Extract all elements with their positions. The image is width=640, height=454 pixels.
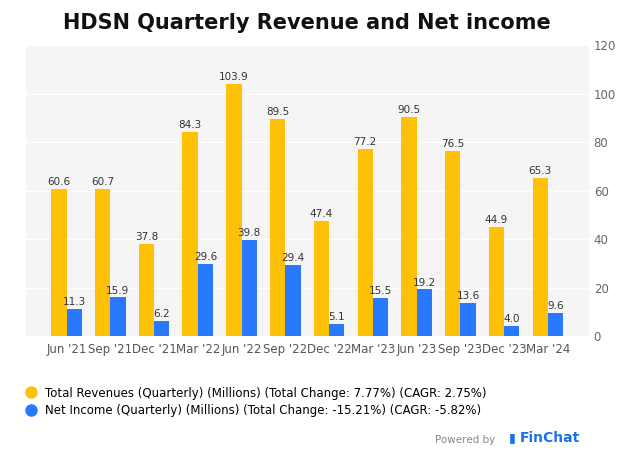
Bar [270,119,285,336]
Bar [314,221,329,336]
Text: 29.4: 29.4 [282,253,305,263]
Text: 15.9: 15.9 [106,286,129,296]
Bar [154,321,170,336]
Bar [241,240,257,336]
Bar [110,297,125,336]
Bar [182,132,198,336]
Text: 39.8: 39.8 [237,227,261,237]
Text: 9.6: 9.6 [547,301,564,311]
Bar [139,244,154,336]
Legend: Total Revenues (Quarterly) (Millions) (Total Change: 7.77%) (CAGR: 2.75%), Net I: Total Revenues (Quarterly) (Millions) (T… [26,386,486,417]
Text: 84.3: 84.3 [179,120,202,130]
Text: 5.1: 5.1 [328,312,345,322]
Text: 60.7: 60.7 [91,177,114,187]
Bar [227,84,241,336]
Text: 90.5: 90.5 [397,105,420,115]
Text: 6.2: 6.2 [154,309,170,319]
Text: 77.2: 77.2 [353,137,377,147]
Text: 103.9: 103.9 [219,73,249,83]
Bar [489,227,504,336]
Bar [51,189,67,336]
Text: 19.2: 19.2 [413,277,436,287]
Bar [417,290,432,336]
Bar [445,151,460,336]
Text: 11.3: 11.3 [63,296,86,306]
Bar [329,324,344,336]
Text: 47.4: 47.4 [310,209,333,219]
Bar [373,298,388,336]
Bar [460,303,476,336]
Bar [548,313,563,336]
Bar [67,309,82,336]
Text: 60.6: 60.6 [47,178,70,188]
Text: 37.8: 37.8 [135,232,158,242]
Bar [95,189,110,336]
Bar [401,117,417,336]
Text: 15.5: 15.5 [369,286,392,296]
Text: 4.0: 4.0 [504,314,520,324]
Bar [358,149,373,336]
Text: 44.9: 44.9 [485,215,508,225]
Text: 76.5: 76.5 [441,139,465,149]
Text: Powered by: Powered by [435,435,495,445]
Bar [285,265,301,336]
Bar [532,178,548,336]
Bar [504,326,520,336]
Text: ▮: ▮ [509,431,516,444]
Text: FinChat: FinChat [520,431,580,445]
Text: 29.6: 29.6 [194,252,217,262]
Title: HDSN Quarterly Revenue and Net income: HDSN Quarterly Revenue and Net income [63,13,551,33]
Text: 13.6: 13.6 [456,291,479,301]
Bar [198,264,213,336]
Text: 89.5: 89.5 [266,107,289,117]
Text: 65.3: 65.3 [529,166,552,176]
